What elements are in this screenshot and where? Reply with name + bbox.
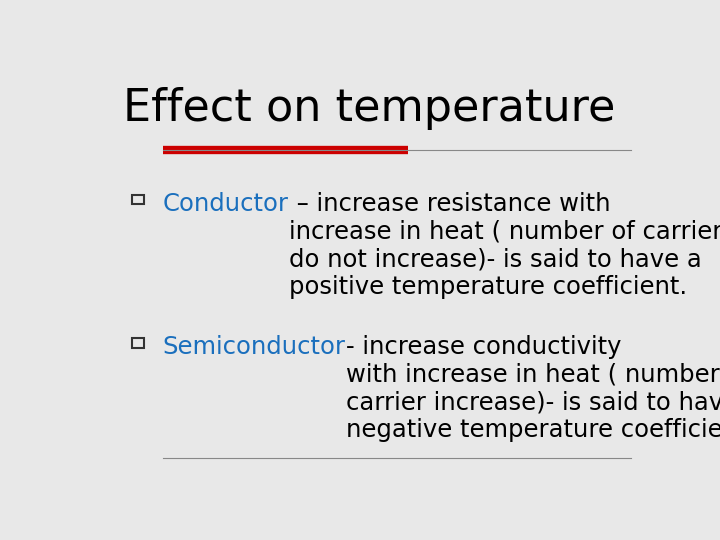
Text: Semiconductor: Semiconductor: [163, 335, 346, 359]
Bar: [132, 339, 144, 348]
Text: Effect on temperature: Effect on temperature: [123, 87, 615, 130]
Text: Conductor: Conductor: [163, 192, 289, 215]
Text: – increase resistance with
increase in heat ( number of carrier
do not increase): – increase resistance with increase in h…: [289, 192, 720, 299]
Bar: [132, 195, 144, 204]
Text: - increase conductivity
with increase in heat ( number of
carrier increase)- is : - increase conductivity with increase in…: [346, 335, 720, 442]
